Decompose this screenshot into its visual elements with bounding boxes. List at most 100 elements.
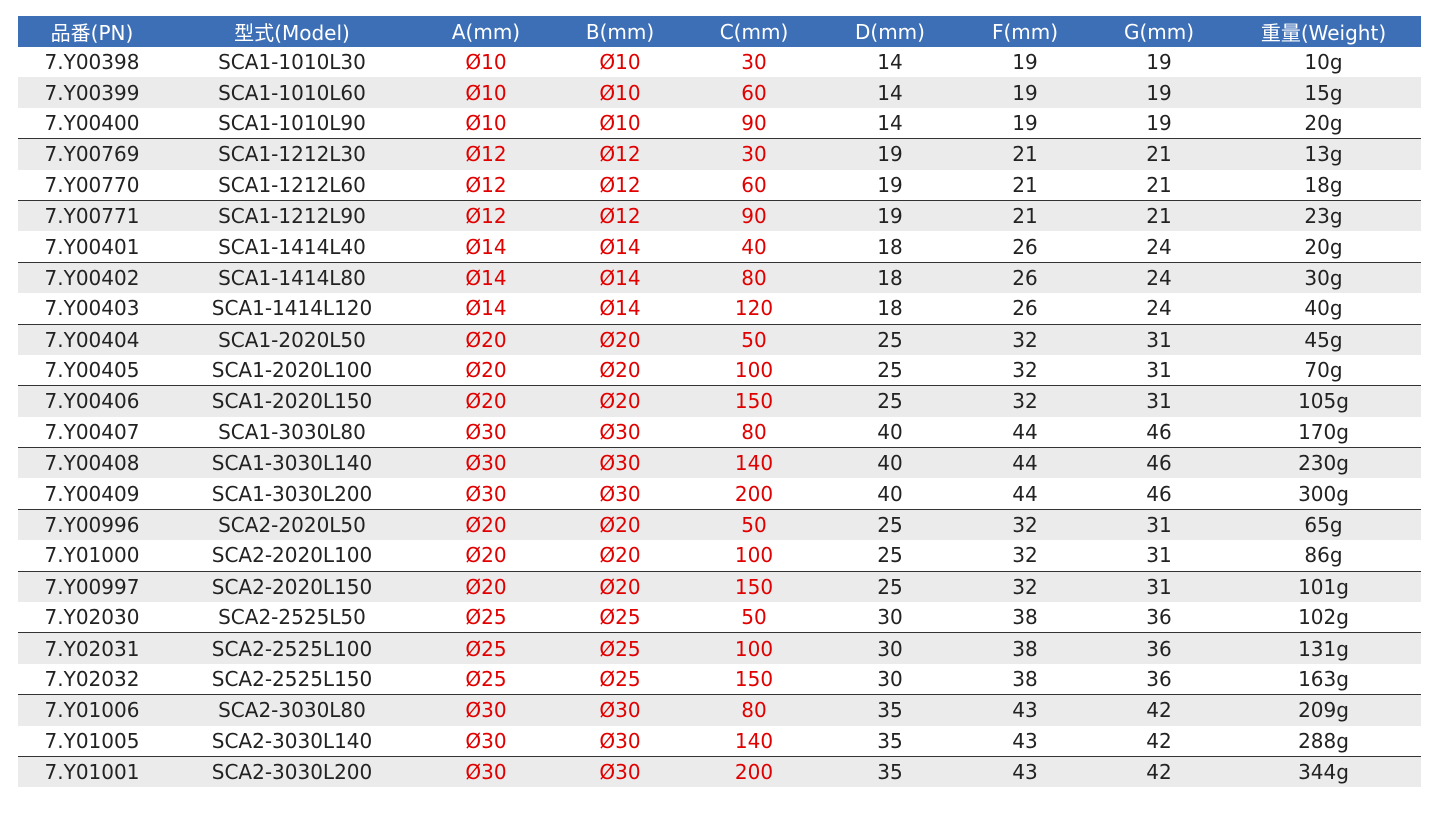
- table-cell: SCA1-1212L90: [166, 200, 418, 232]
- table-cell: 19: [958, 77, 1092, 108]
- table-cell: Ø20: [418, 385, 554, 417]
- table-cell: SCA1-1212L60: [166, 169, 418, 201]
- table-cell: SCA2-2020L100: [166, 540, 418, 572]
- table-cell: 21: [1092, 138, 1226, 170]
- table-cell: 20g: [1226, 231, 1421, 263]
- table-cell: Ø20: [418, 571, 554, 603]
- table-row: 7.Y00997 SCA2-2020L150 Ø20 Ø20 150 25 32 31 101g: [18, 571, 1421, 603]
- table-cell: 38: [958, 663, 1092, 696]
- table-cell: Ø10: [418, 77, 554, 108]
- table-cell: 7.Y01005: [18, 725, 166, 757]
- table-cell: 7.Y00399: [18, 77, 166, 108]
- table-cell: 45g: [1226, 324, 1421, 355]
- table-cell: Ø12: [418, 138, 554, 170]
- table-cell: Ø10: [599, 50, 641, 75]
- table-cell: 100: [686, 354, 822, 387]
- table-cell: 31: [1092, 540, 1226, 572]
- table-cell: 18: [822, 262, 958, 294]
- table-cell: 10g: [1304, 50, 1343, 75]
- table-cell: 31: [1092, 385, 1226, 417]
- header-cell: A(mm): [418, 16, 554, 47]
- table-cell: 42: [1092, 694, 1226, 726]
- table-cell: Ø20: [418, 354, 554, 387]
- table-cell: 14: [822, 107, 958, 140]
- table-cell: Ø25: [554, 602, 686, 634]
- header-cell: G(mm): [1092, 16, 1226, 47]
- table-cell: Ø14: [418, 262, 554, 294]
- table-cell: SCA1-1010L90: [166, 107, 418, 140]
- table-cell: Ø14: [554, 231, 686, 263]
- table-cell: 209g: [1226, 694, 1421, 726]
- table-cell: 7.Y02031: [18, 632, 166, 664]
- table-cell: 32: [958, 354, 1092, 387]
- table-cell: 42: [1092, 756, 1226, 788]
- table-cell: 35: [822, 694, 958, 726]
- table-cell: SCA2-3030L140: [166, 725, 418, 757]
- table-cell: Ø20: [418, 324, 554, 355]
- table-cell: Ø25: [418, 663, 554, 696]
- table-cell: 31: [1092, 509, 1226, 541]
- table-cell: 344g: [1226, 756, 1421, 788]
- table-cell: 90: [686, 200, 822, 232]
- table-cell: 101g: [1226, 571, 1421, 603]
- table-cell: 36: [1092, 632, 1226, 664]
- table-cell: Ø30: [418, 756, 554, 788]
- table-cell: SCA1-1010L30: [218, 50, 366, 75]
- table-cell: 7.Y00771: [18, 200, 166, 232]
- table-cell: 105g: [1226, 385, 1421, 417]
- table-row: 7.Y01001 SCA2-3030L200 Ø30 Ø30 200 35 43 42 344g: [18, 756, 1421, 788]
- table-cell: Ø30: [418, 725, 554, 757]
- table-cell: 170g: [1226, 416, 1421, 449]
- table-cell: SCA2-3030L80: [166, 694, 418, 726]
- table-cell: 43: [958, 725, 1092, 757]
- table-cell: 80: [686, 694, 822, 726]
- table-cell: Ø12: [554, 138, 686, 170]
- table-row: 7.Y00770 SCA1-1212L60 Ø12 Ø12 60 19 21 21 18g: [18, 169, 1421, 201]
- table-cell: 32: [958, 385, 1092, 417]
- table-cell: 100: [686, 632, 822, 664]
- table-cell: SCA1-2020L150: [166, 385, 418, 417]
- table-cell: SCA2-2020L50: [166, 509, 418, 541]
- table-cell: 23g: [1226, 200, 1421, 232]
- table-cell: 30g: [1226, 262, 1421, 294]
- header-cell: F(mm): [958, 16, 1092, 47]
- table-cell: Ø20: [554, 540, 686, 572]
- table-cell: 102g: [1226, 602, 1421, 634]
- table-cell: Ø10: [465, 50, 507, 75]
- table-cell: 7.Y02032: [18, 663, 166, 696]
- table-cell: 44: [958, 416, 1092, 449]
- table-row: 7.Y00408 SCA1-3030L140 Ø30 Ø30 140 40 44 46 230g: [18, 447, 1421, 479]
- table-cell: 140: [686, 447, 822, 479]
- table-cell: 50: [686, 602, 822, 634]
- table-row: 7.Y02030 SCA2-2525L50 Ø25 Ø25 50 30 38 36 102g: [18, 602, 1421, 634]
- table-cell: 70g: [1226, 354, 1421, 387]
- table-cell: 80: [686, 262, 822, 294]
- table-cell: 40: [822, 447, 958, 479]
- table-row: 7.Y00407 SCA1-3030L80 Ø30 Ø30 80 40 44 46 170g: [18, 416, 1421, 449]
- table-cell: 19: [1146, 50, 1172, 75]
- table-cell: 40g: [1226, 293, 1421, 325]
- table-cell: 21: [1092, 169, 1226, 201]
- table-cell: 200: [686, 478, 822, 510]
- table-cell: 80: [686, 416, 822, 449]
- table-cell: 31: [1092, 571, 1226, 603]
- table-cell: Ø30: [554, 478, 686, 510]
- table-cell: Ø20: [554, 509, 686, 541]
- table-row: 7.Y02031 SCA2-2525L100 Ø25 Ø25 100 30 38 36 131g: [18, 632, 1421, 664]
- table-cell: Ø25: [554, 632, 686, 664]
- table-cell: 38: [958, 602, 1092, 634]
- table-row: 7.Y00398 SCA1-1010L30 Ø10 Ø10 30 14 19 19 10g: [18, 47, 1421, 77]
- table-cell: Ø30: [554, 694, 686, 726]
- table-cell: 46: [1092, 478, 1226, 510]
- table-row: 7.Y00400 SCA1-1010L90 Ø10 Ø10 90 14 19 19 20g: [18, 107, 1421, 140]
- table-row: 7.Y00771 SCA1-1212L90 Ø12 Ø12 90 19 21 21 23g: [18, 200, 1421, 232]
- table-cell: 18g: [1226, 169, 1421, 201]
- table-cell: 14: [877, 50, 903, 75]
- header-cell: D(mm): [822, 16, 958, 47]
- spec-table: 品番(PN) 型式(Model) A(mm) B(mm) C(mm) D(mm) F(mm)…: [18, 16, 1421, 788]
- table-cell: 46: [1092, 447, 1226, 479]
- table-cell: Ø30: [554, 725, 686, 757]
- table-cell: 150: [686, 571, 822, 603]
- table-cell: 19: [1092, 107, 1226, 140]
